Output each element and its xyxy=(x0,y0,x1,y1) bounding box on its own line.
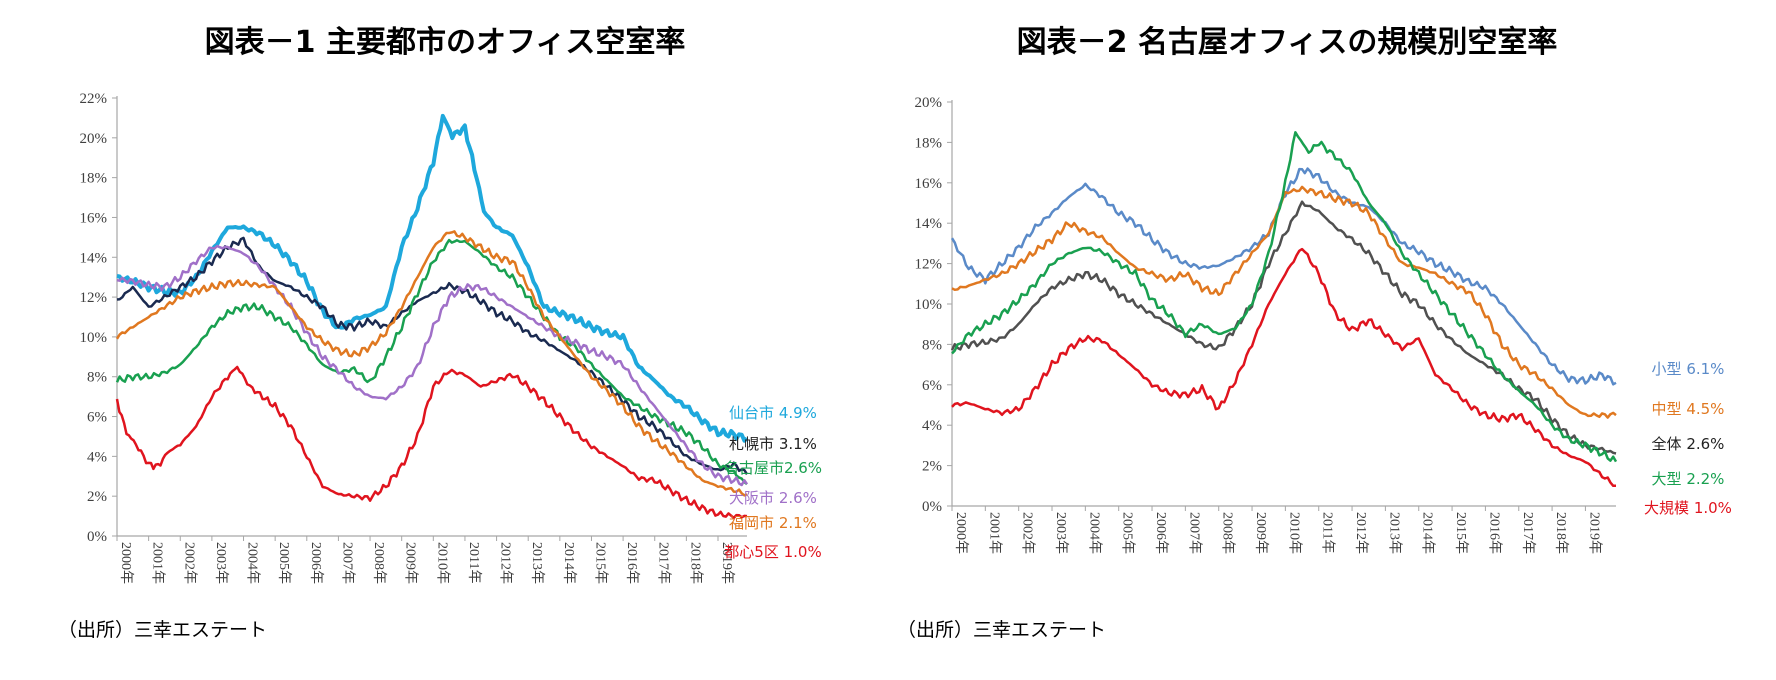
y-tick-label: 18% xyxy=(80,171,108,187)
chart-nagoya-by-size: 図表－2 名古屋オフィスの規模別空室率 0% 2% 4% 6% 8% 10% 12% 14% 1… xyxy=(897,25,1732,641)
x-tick-label: 2000年 xyxy=(953,512,969,554)
y-tick-label: 10% xyxy=(915,297,943,313)
series-end-label: 大阪市 2.6% xyxy=(729,489,817,507)
y-tick-label: 6% xyxy=(87,410,107,426)
x-tick-label: 2000年 xyxy=(118,542,134,584)
series-end-label: 全体 2.6% xyxy=(1652,435,1725,453)
y-tick-label: 4% xyxy=(87,449,107,465)
series-layer xyxy=(950,131,1618,488)
x-tick-label: 2013年 xyxy=(1386,512,1402,554)
x-tick-label: 2002年 xyxy=(181,542,197,584)
y-tick-label: 22% xyxy=(80,91,108,107)
series-line-5 xyxy=(115,230,748,497)
series-end-label: 小型 6.1% xyxy=(1652,360,1725,378)
x-tick-label: 2008年 xyxy=(1220,512,1236,554)
series-line-5 xyxy=(951,247,1616,488)
x-tick-label: 2005年 xyxy=(276,542,292,584)
series-end-label: 中型 4.5% xyxy=(1652,400,1725,418)
y-tick-label: 2% xyxy=(922,459,942,475)
x-tick-label: 2016年 xyxy=(624,542,640,584)
x-tick-label: 2005年 xyxy=(1120,512,1136,554)
y-tick-label: 2% xyxy=(87,489,107,505)
x-tick-label: 2011年 xyxy=(466,542,482,583)
y-tick-label: 4% xyxy=(922,418,942,434)
x-tick-label: 2018年 xyxy=(1553,512,1569,554)
x-tick-label: 2019年 xyxy=(1586,512,1602,554)
series-line-3 xyxy=(950,200,1617,455)
y-tick-label: 16% xyxy=(80,210,108,226)
chart-major-cities: 図表－1 主要都市のオフィス空室率 0% 2% 4% 6% 8% 10% 12% 14% 16%… xyxy=(58,25,822,641)
end-labels: 仙台市 4.9% 札幌市 3.1% 名古屋市2.6% 大阪市 2.6% 福岡市 2.1%… xyxy=(724,404,822,561)
x-tick-label: 2012年 xyxy=(498,542,514,584)
x-tick-label: 2001年 xyxy=(986,512,1002,554)
series-end-label: 大型 2.2% xyxy=(1652,470,1725,488)
y-tick-label: 6% xyxy=(922,378,942,394)
x-tick-label: 2006年 xyxy=(1153,512,1169,554)
x-tick-label: 2004年 xyxy=(245,542,261,584)
y-tick-label: 14% xyxy=(915,216,943,232)
x-tick-label: 2004年 xyxy=(1086,512,1102,554)
x-tick-label: 2001年 xyxy=(150,542,166,584)
axes: 0% 2% 4% 6% 8% 10% 12% 14% 16% 18% 20% 2000年 2001年 20… xyxy=(915,95,1616,554)
series-end-label: 大規模 1.0% xyxy=(1644,499,1732,517)
y-tick-label: 0% xyxy=(922,499,942,515)
y-tick-label: 18% xyxy=(915,135,943,151)
source-note: （出所）三幸エステート xyxy=(58,619,267,641)
y-tick-label: 16% xyxy=(915,176,943,192)
y-tick-label: 8% xyxy=(922,337,942,353)
x-tick-label: 2002年 xyxy=(1020,512,1036,554)
series-line-4 xyxy=(951,131,1618,463)
x-tick-label: 2013年 xyxy=(529,542,545,584)
y-tick-label: 0% xyxy=(87,529,107,545)
axes: 0% 2% 4% 6% 8% 10% 12% 14% 16% 18% 20% 22% 2000年 2001… xyxy=(80,91,747,584)
series-line-1 xyxy=(116,113,749,443)
x-tick-label: 2006年 xyxy=(308,542,324,584)
y-tick-label: 12% xyxy=(80,290,108,306)
x-tick-label: 2003年 xyxy=(213,542,229,584)
series-layer xyxy=(115,113,749,520)
x-tick-label: 2015年 xyxy=(592,542,608,584)
series-line-2 xyxy=(116,236,749,475)
x-tick-label: 2009年 xyxy=(403,542,419,584)
y-tick-label: 20% xyxy=(80,131,108,147)
source-note: （出所）三幸エステート xyxy=(897,619,1106,641)
x-tick-label: 2016年 xyxy=(1486,512,1502,554)
series-line-4 xyxy=(116,244,749,487)
x-tick-label: 2014年 xyxy=(1420,512,1436,554)
series-line-2 xyxy=(951,185,1617,419)
y-tick-label: 20% xyxy=(915,95,943,111)
series-end-label: 仙台市 4.9% xyxy=(729,404,817,422)
y-tick-label: 10% xyxy=(80,330,108,346)
series-line-3 xyxy=(115,238,748,486)
series-end-label: 札幌市 3.1% xyxy=(729,435,817,453)
series-line-6 xyxy=(115,365,748,520)
x-tick-label: 2015年 xyxy=(1453,512,1469,554)
x-tick-label: 2007年 xyxy=(1186,512,1202,554)
x-tick-label: 2012年 xyxy=(1353,512,1369,554)
y-tick-label: 12% xyxy=(915,257,943,273)
x-tick-label: 2009年 xyxy=(1253,512,1269,554)
x-tick-label: 2011年 xyxy=(1320,512,1336,553)
end-labels: 小型 6.1% 中型 4.5% 全体 2.6% 大型 2.2% 大規模 1.0% xyxy=(1644,360,1732,517)
series-end-label: 名古屋市2.6% xyxy=(724,459,822,477)
series-end-label: 都心5区 1.0% xyxy=(724,543,821,561)
x-tick-label: 2003年 xyxy=(1053,512,1069,554)
x-tick-label: 2010年 xyxy=(1286,512,1302,554)
y-tick-label: 14% xyxy=(80,250,108,266)
chart-title: 図表－2 名古屋オフィスの規模別空室率 xyxy=(1017,25,1558,60)
x-tick-label: 2014年 xyxy=(561,542,577,584)
x-tick-label: 2018年 xyxy=(687,542,703,584)
x-tick-label: 2019年 xyxy=(719,542,735,584)
x-tick-label: 2008年 xyxy=(371,542,387,584)
x-tick-label: 2007年 xyxy=(339,542,355,584)
y-tick-label: 8% xyxy=(87,370,107,386)
series-end-label: 福岡市 2.1% xyxy=(729,514,817,532)
chart-title: 図表－1 主要都市のオフィス空室率 xyxy=(205,25,686,60)
x-tick-label: 2017年 xyxy=(656,542,672,584)
x-tick-label: 2010年 xyxy=(434,542,450,584)
x-tick-label: 2017年 xyxy=(1520,512,1536,554)
